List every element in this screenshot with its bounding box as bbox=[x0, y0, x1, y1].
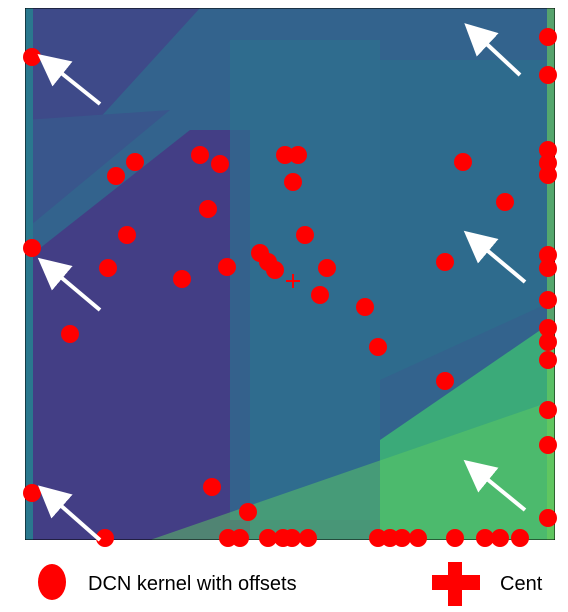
figure: DCN kernel with offsets Cent bbox=[0, 0, 568, 612]
legend-label: DCN kernel with offsets bbox=[88, 573, 297, 595]
legend-label: Cent bbox=[500, 573, 543, 595]
legend-cross bbox=[432, 562, 480, 606]
legend-dot bbox=[38, 564, 66, 600]
page: DCN kernel with offsets Cent (() => { co… bbox=[0, 0, 568, 612]
